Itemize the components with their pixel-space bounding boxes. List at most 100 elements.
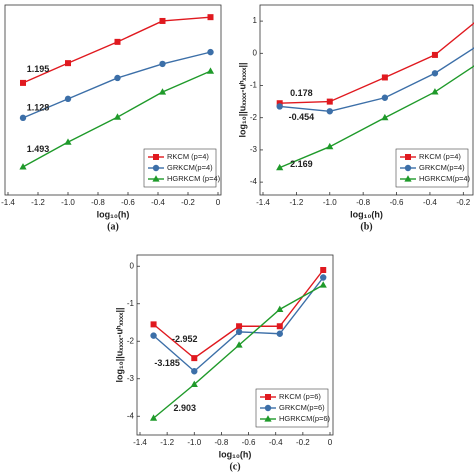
marker: [235, 328, 243, 336]
legend-label: HGRKCM (p=4): [167, 174, 221, 183]
marker: [159, 60, 166, 68]
annotation: 1.195: [27, 64, 50, 74]
legend-marker: [152, 175, 160, 182]
annotation: 1.493: [27, 144, 50, 154]
marker: [158, 88, 167, 95]
y-axis-label: log₁₀||uₓₓₓₓ-uʰₓₓₓₓ||: [237, 62, 247, 137]
marker: [114, 38, 121, 45]
annotation: -2.952: [172, 334, 198, 344]
y-tick-label: -4: [250, 177, 258, 186]
caption: (a): [107, 221, 119, 232]
annotation: 2.169: [290, 159, 313, 169]
marker: [326, 142, 334, 150]
marker: [150, 321, 157, 328]
legend-label: HGRKCM(p=4): [419, 174, 471, 183]
x-axis-label: log₁₀(h): [350, 209, 383, 219]
marker: [326, 98, 333, 105]
marker: [320, 267, 327, 273]
legend-marker: [264, 415, 272, 422]
legend-label: RKCM (p=4): [167, 152, 209, 161]
marker: [276, 323, 283, 330]
y-tick-label: 0: [253, 48, 258, 57]
legend-label: RKCM (p=4): [419, 152, 461, 161]
marker: [149, 414, 158, 421]
x-tick-label: 0: [328, 438, 333, 447]
marker: [381, 74, 388, 81]
legend-label: HGRKCM(p=6): [279, 414, 331, 423]
series-line: [22, 16, 211, 84]
marker: [65, 60, 71, 67]
caption: (b): [360, 221, 372, 232]
caption: (c): [229, 461, 240, 472]
legend-label: GRKCM(p=4): [167, 163, 213, 172]
legend-marker: [264, 404, 272, 412]
plot-frame: [259, 4, 474, 196]
legend-marker: [265, 394, 271, 400]
x-tick-label: -1.0: [61, 198, 75, 207]
marker: [191, 368, 198, 375]
marker: [381, 113, 389, 121]
marker: [190, 380, 198, 387]
x-tick-label: -0.8: [215, 438, 229, 447]
marker: [19, 114, 27, 122]
y-tick-label: -2: [127, 336, 135, 345]
x-tick-label: 0: [216, 198, 221, 207]
marker: [276, 100, 283, 107]
y-tick-label: 0: [130, 261, 135, 270]
marker: [206, 67, 215, 74]
marker: [113, 113, 122, 120]
x-tick-label: -1.0: [323, 198, 337, 207]
legend-marker: [153, 154, 159, 160]
y-tick-label: -1: [127, 299, 135, 308]
x-tick-label: -0.2: [296, 438, 310, 447]
x-tick-label: -0.6: [242, 438, 256, 447]
marker: [381, 94, 389, 101]
annotation: 2.903: [174, 403, 197, 413]
marker: [431, 51, 438, 58]
marker: [114, 74, 121, 82]
annotation: -3.185: [154, 358, 180, 368]
legend-marker: [404, 164, 412, 172]
marker: [320, 274, 327, 281]
marker: [159, 17, 166, 24]
y-tick-label: -3: [127, 374, 135, 383]
x-tick-label: -0.4: [151, 198, 165, 207]
marker: [19, 163, 27, 170]
marker: [276, 163, 284, 171]
annotation: 1.128: [27, 103, 50, 113]
y-tick-label: -4: [127, 411, 135, 420]
legend-label: GRKCM(p=6): [279, 403, 325, 412]
x-tick-label: -1.0: [187, 438, 201, 447]
legend-marker: [404, 175, 412, 182]
marker: [64, 95, 72, 103]
marker: [326, 108, 333, 115]
x-axis-label: log₁₀(h): [97, 209, 130, 219]
marker: [150, 332, 157, 339]
marker: [207, 14, 214, 21]
marker: [20, 79, 26, 86]
x-tick-label: -0.8: [356, 198, 370, 207]
marker: [207, 48, 214, 56]
x-tick-label: -0.4: [423, 198, 437, 207]
plot-frame: [136, 254, 334, 436]
marker: [319, 281, 327, 288]
y-tick-label: 1: [253, 16, 258, 25]
marker: [276, 305, 284, 312]
annotation: 0.178: [290, 88, 313, 98]
x-tick-label: -0.6: [390, 198, 404, 207]
marker: [235, 341, 243, 348]
marker: [431, 70, 439, 77]
marker: [236, 323, 243, 330]
x-tick-label: -0.2: [181, 198, 195, 207]
x-tick-label: -0.8: [91, 198, 105, 207]
marker: [431, 88, 439, 95]
legend-marker: [405, 154, 411, 160]
marker: [276, 330, 283, 337]
x-tick-label: -1.2: [31, 198, 45, 207]
x-tick-label: -1.2: [289, 198, 303, 207]
legend-marker: [152, 164, 160, 172]
x-tick-label: -1.4: [1, 198, 15, 207]
legend-label: RKCM (p=6): [279, 392, 321, 401]
marker: [64, 138, 72, 145]
